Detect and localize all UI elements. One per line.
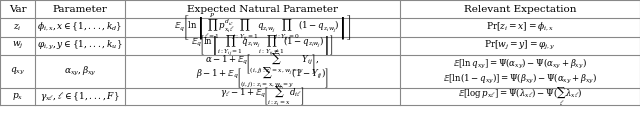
Text: $q_{xy}$: $q_{xy}$ <box>10 66 25 77</box>
Text: Expected Natural Parameter: Expected Natural Parameter <box>187 5 338 14</box>
Text: $\phi_{i,x}, x \in \{1,...,k_d\}$: $\phi_{i,x}, x \in \{1,...,k_d\}$ <box>37 21 123 34</box>
Text: $w_j$: $w_j$ <box>12 40 24 51</box>
Text: Var: Var <box>9 5 26 14</box>
Text: $\gamma_\ell - 1 + \mathbb{E}_q\!\left[\sum_{i:z_i=x} d_{i\ell}\right]$: $\gamma_\ell - 1 + \mathbb{E}_q\!\left[\… <box>220 85 305 108</box>
Text: $\gamma_{x\ell}, \ell \in \{1,...,F\}$: $\gamma_{x\ell}, \ell \in \{1,...,F\}$ <box>40 90 120 103</box>
Text: Parameter: Parameter <box>52 5 108 14</box>
Text: Relevant Expectation: Relevant Expectation <box>464 5 576 14</box>
Text: $\mathbb{E}[\ln(1-q_{xy})] = \Psi(\beta_{xy}) - \Psi(\alpha_{xy}+\beta_{xy})$: $\mathbb{E}[\ln(1-q_{xy})] = \Psi(\beta_… <box>443 72 597 86</box>
Text: $\Pr[w_j = y] = \varphi_{j,y}$: $\Pr[w_j = y] = \varphi_{j,y}$ <box>484 39 556 52</box>
Text: $\alpha_{xy}, \beta_{xy}$: $\alpha_{xy}, \beta_{xy}$ <box>64 65 96 78</box>
Text: $\mathbb{E}[\log p_{x\ell}] = \Psi(\lambda_{x\ell}) - \Psi(\sum_\ell \lambda_{x\: $\mathbb{E}[\log p_{x\ell}] = \Psi(\lamb… <box>458 85 582 108</box>
Text: $\mathbb{E}_q\!\left[\ln\!\left|\prod_{i:Y_{ij}=1} q_{z_iw_j} \prod_{i:Y_{ij}\ne: $\mathbb{E}_q\!\left[\ln\!\left|\prod_{i… <box>191 33 333 58</box>
Text: $\varphi_{i,y}, y \in \{1,...,k_u\}$: $\varphi_{i,y}, y \in \{1,...,k_u\}$ <box>37 39 123 52</box>
Text: $\mathbb{E}_q\!\left[\ln\!\left|\prod_{\ell=1}^{P} p_{x_i\ell}^{d_{i\ell}} \prod: $\mathbb{E}_q\!\left[\ln\!\left|\prod_{\… <box>174 12 351 43</box>
Text: $\beta - 1 + \mathbb{E}_q\!\left[\sum_{(i,j):z_i=x,w_j=y}(1-Y_{ij})\right]$: $\beta - 1 + \mathbb{E}_q\!\left[\sum_{(… <box>196 66 329 91</box>
Text: $\alpha - 1 + \mathbb{E}_q\!\left[\sum_{(i,j):z_i=x,w_j=y} Y_{ij}\right],$: $\alpha - 1 + \mathbb{E}_q\!\left[\sum_{… <box>205 51 319 77</box>
Text: $z_i$: $z_i$ <box>13 22 22 33</box>
Text: $\Pr[z_i = x] = \phi_{i,x}$: $\Pr[z_i = x] = \phi_{i,x}$ <box>486 21 554 34</box>
Text: $\mathbb{E}[\ln q_{xy}] = \Psi(\alpha_{xy}) - \Psi(\alpha_{xy}+\beta_{xy})$: $\mathbb{E}[\ln q_{xy}] = \Psi(\alpha_{x… <box>453 57 587 71</box>
Text: $p_x$: $p_x$ <box>12 91 23 102</box>
